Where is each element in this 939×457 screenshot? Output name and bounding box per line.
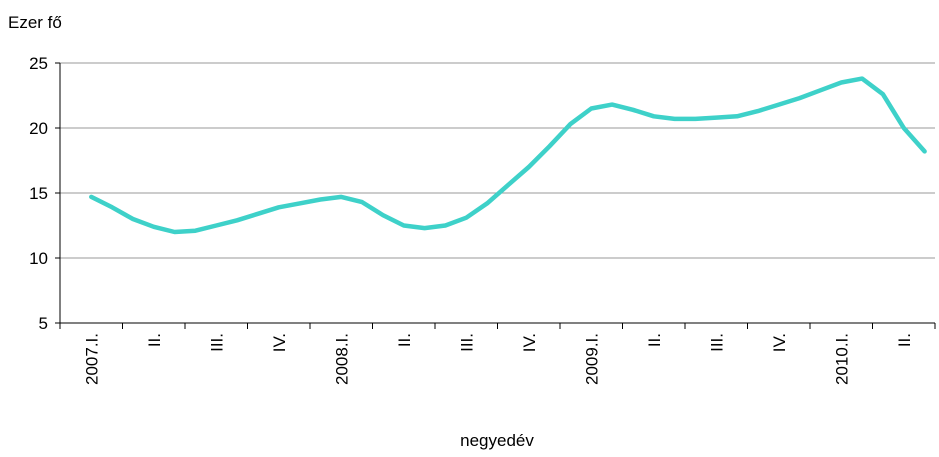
x-tick-label: 2007.I. <box>82 333 101 385</box>
y-tick-label: 20 <box>29 119 48 138</box>
x-axis-label: negyedév <box>460 431 534 450</box>
y-tick-label: 5 <box>39 314 48 333</box>
x-tick-label: III. <box>207 333 226 352</box>
x-tick-label: II. <box>895 333 914 347</box>
x-tick-label: II. <box>145 333 164 347</box>
x-tick-label: III. <box>707 333 726 352</box>
y-tick-label: 15 <box>29 184 48 203</box>
x-tick-label: II. <box>395 333 414 347</box>
x-tick-label: 2010.I. <box>832 333 851 385</box>
x-tick-label: II. <box>645 333 664 347</box>
x-tick-label: III. <box>457 333 476 352</box>
x-tick-label: 2009.I. <box>582 333 601 385</box>
x-tick-label: IV. <box>520 333 539 352</box>
y-tick-label: 25 <box>29 54 48 73</box>
data-line <box>89 76 927 235</box>
x-tick-label: 2008.I. <box>332 333 351 385</box>
y-tick-label: 10 <box>29 249 48 268</box>
y-axis-label: Ezer fő <box>8 13 62 32</box>
x-tick-label: IV. <box>770 333 789 352</box>
x-tick-label: IV. <box>270 333 289 352</box>
